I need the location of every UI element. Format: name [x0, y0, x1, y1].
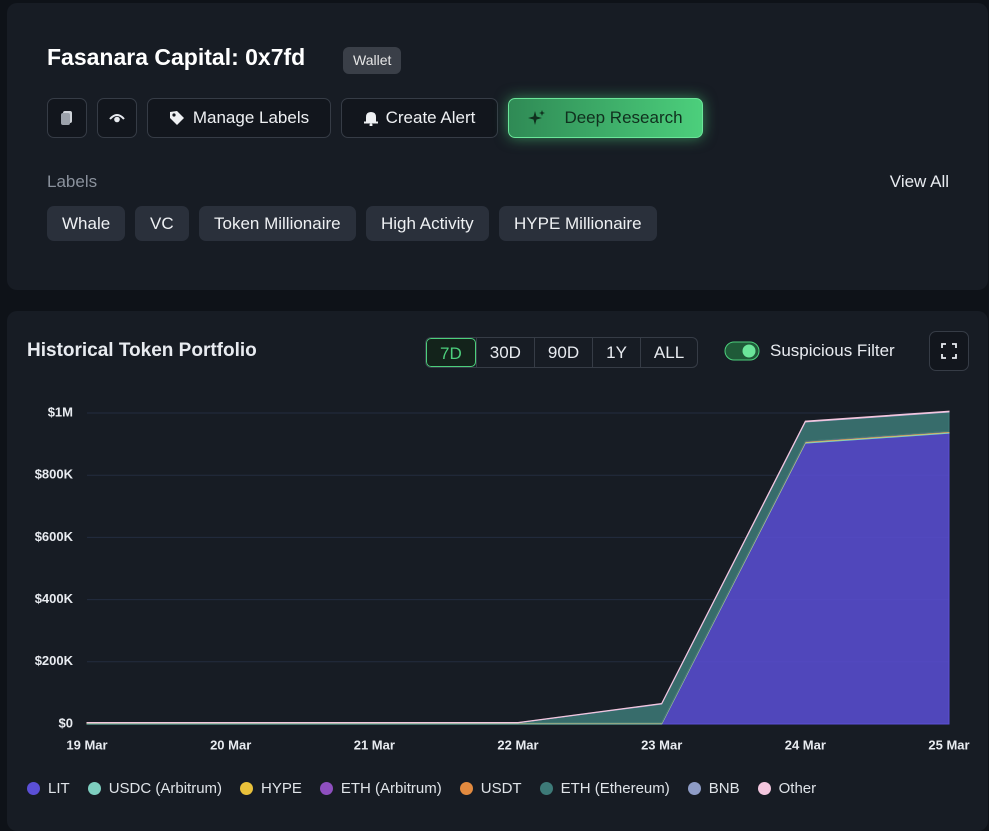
- legend-label: ETH (Ethereum): [560, 780, 670, 797]
- y-tick-label: $600K: [35, 529, 74, 544]
- sparkle-icon: [528, 110, 546, 125]
- legend-label: USDC (Arbitrum): [108, 780, 223, 797]
- range-option[interactable]: 90D: [533, 338, 592, 367]
- legend-label: USDT: [480, 780, 522, 797]
- range-selector: 7D 30D 90D 1Y ALL: [425, 337, 699, 368]
- range-option[interactable]: 30D: [475, 338, 534, 367]
- manage-labels-button[interactable]: Manage Labels: [147, 98, 331, 138]
- eye-icon: [109, 114, 125, 123]
- legend-label: Other: [778, 780, 817, 797]
- legend-label: LIT: [48, 780, 70, 797]
- x-tick-label: 25 Mar: [928, 737, 969, 752]
- label-chip[interactable]: High Activity: [366, 206, 489, 241]
- label-chip[interactable]: Whale: [47, 206, 126, 241]
- legend-swatch: [240, 782, 254, 795]
- legend-swatch: [319, 782, 333, 795]
- tag-icon: [169, 111, 184, 125]
- copy-icon: [61, 111, 72, 125]
- legend-label: ETH (Arbitrum): [340, 780, 442, 797]
- deep-research-button[interactable]: Deep Research: [508, 98, 703, 138]
- legend-swatch: [459, 782, 473, 795]
- range-option[interactable]: 7D: [426, 338, 476, 367]
- wallet-badge: Wallet: [343, 47, 402, 74]
- watch-button[interactable]: [97, 98, 137, 138]
- legend-item[interactable]: ETH (Ethereum): [539, 780, 670, 797]
- legend-item[interactable]: USDT: [459, 780, 522, 797]
- create-alert-button[interactable]: Create Alert: [341, 98, 498, 138]
- y-tick-label: $400K: [35, 591, 74, 606]
- legend-item[interactable]: HYPE: [240, 780, 302, 797]
- x-tick-label: 23 Mar: [641, 737, 682, 752]
- legend-swatch: [27, 782, 40, 795]
- fullscreen-button[interactable]: [929, 331, 969, 371]
- legend-item[interactable]: ETH (Arbitrum): [319, 780, 442, 797]
- x-tick-label: 24 Mar: [785, 737, 826, 752]
- area-series: [86, 410, 950, 724]
- x-tick-label: 20 Mar: [210, 737, 251, 752]
- area-series: [87, 432, 950, 725]
- legend-swatch: [687, 782, 701, 795]
- y-tick-label: $800K: [35, 467, 74, 482]
- legend-label: HYPE: [261, 780, 302, 797]
- legend-item[interactable]: USDC (Arbitrum): [87, 780, 223, 797]
- panel-title: Historical Token Portfolio: [27, 340, 257, 361]
- x-tick-label: 19 Mar: [66, 737, 107, 752]
- y-tick-label: $1M: [48, 404, 73, 419]
- legend-swatch: [757, 782, 771, 795]
- filter-label: Suspicious Filter: [770, 341, 895, 360]
- chart: $0 $200K $400K $600K $800K $1M 19 Mar 20 Mar 21 …: [35, 404, 970, 752]
- legend-item[interactable]: BNB: [687, 780, 740, 797]
- range-option[interactable]: 1Y: [592, 338, 640, 367]
- label-chip[interactable]: VC: [135, 206, 189, 241]
- wallet-title: Fasanara Capital: 0x7fd: [47, 44, 306, 70]
- x-tick-label: 21 Mar: [354, 737, 395, 752]
- label-chip[interactable]: HYPE Millionaire: [499, 206, 657, 241]
- legend-label: BNB: [708, 780, 740, 797]
- profile-card: [7, 3, 988, 290]
- y-tick-label: $0: [59, 715, 73, 730]
- button-label: Manage Labels: [192, 108, 310, 127]
- y-tick-label: $200K: [35, 653, 74, 668]
- view-all-link[interactable]: View All: [889, 172, 949, 191]
- bell-icon: [363, 112, 378, 126]
- legend: LIT USDC (Arbitrum) HYPE ETH (Arbitrum) USDT…: [27, 780, 816, 797]
- button-label: Deep Research: [564, 108, 683, 127]
- legend-item[interactable]: LIT: [27, 780, 70, 797]
- button-label: Create Alert: [385, 108, 476, 127]
- x-tick-label: 22 Mar: [497, 737, 538, 752]
- label-chip[interactable]: Token Millionaire: [199, 206, 356, 241]
- labels-heading: Labels: [47, 172, 98, 191]
- expand-icon: [941, 343, 957, 359]
- legend-swatch: [539, 782, 553, 795]
- range-option[interactable]: ALL: [639, 338, 697, 367]
- legend-swatch: [87, 782, 101, 795]
- copy-button[interactable]: [47, 98, 87, 138]
- filter-toggle[interactable]: [724, 341, 760, 361]
- legend-item[interactable]: Other: [757, 780, 817, 797]
